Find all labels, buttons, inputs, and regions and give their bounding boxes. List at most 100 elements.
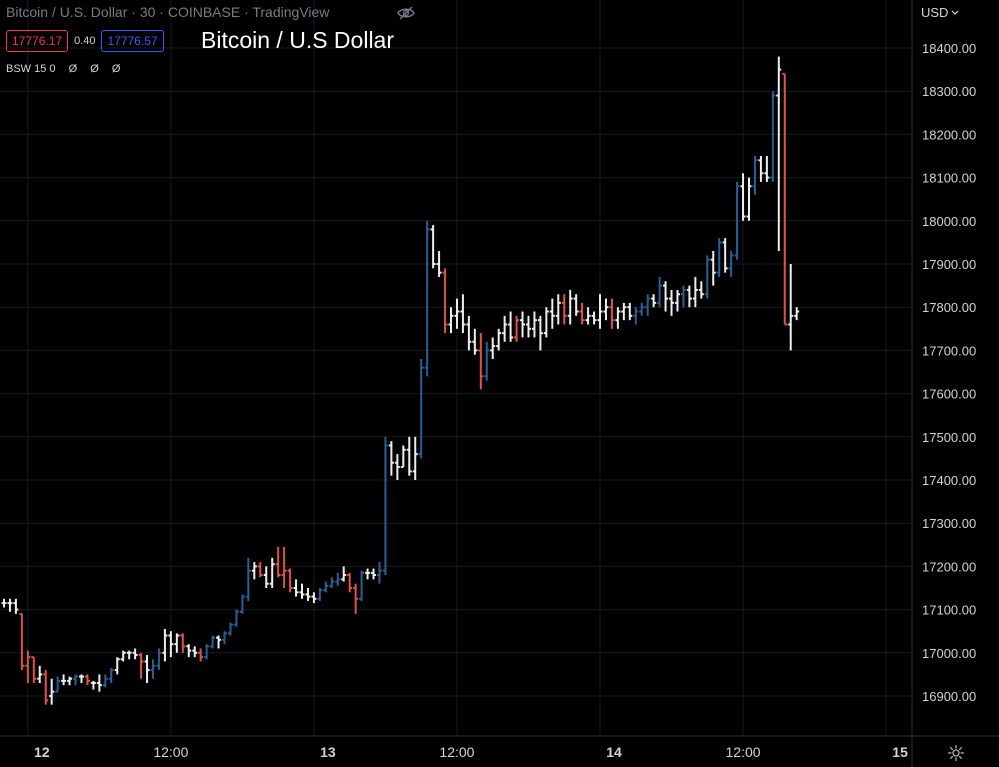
ohlc-bar <box>162 629 168 662</box>
ohlc-bar <box>609 298 615 329</box>
ohlc-bar <box>287 568 293 593</box>
currency-label: USD <box>921 5 949 20</box>
ohlc-bar <box>794 307 800 321</box>
ohlc-bar <box>156 648 162 671</box>
ohlc-bar <box>114 657 120 675</box>
ohlc-bar <box>472 328 478 355</box>
ohlc-bar <box>490 337 496 360</box>
time-axis[interactable]: 12 12:00 13 12:00 14 12:00 15 <box>34 744 908 760</box>
indicator-value-3: Ø <box>111 63 121 75</box>
ohlc-bar <box>388 441 394 476</box>
ohlc-bar <box>508 311 514 342</box>
ohlc-bar <box>239 594 245 614</box>
bid-price-button[interactable]: 17776.17 <box>6 30 69 52</box>
ohlc-bar <box>484 341 490 381</box>
time-tick-label: 12:00 <box>439 744 474 760</box>
ohlc-bar <box>514 315 520 342</box>
ohlc-bar <box>222 631 228 645</box>
ohlc-bar <box>73 674 79 686</box>
ohlc-bar <box>597 294 603 329</box>
ohlc-bar <box>615 307 621 329</box>
time-tick-label: 14 <box>606 744 622 760</box>
ohlc-bar <box>758 156 764 182</box>
ohlc-bar <box>549 298 555 329</box>
time-tick-label: 12:00 <box>726 744 761 760</box>
ohlc-bar <box>376 562 382 584</box>
indicator-value-1: Ø <box>68 63 78 75</box>
price-tick-label: 17000.00 <box>922 646 976 661</box>
ohlc-bar <box>561 294 567 325</box>
ohlc-bar <box>84 674 90 686</box>
ohlc-bar <box>323 581 329 593</box>
ohlc-bar <box>579 302 585 325</box>
ohlc-bar <box>168 631 174 658</box>
ohlc-bar <box>591 311 597 325</box>
ohlc-bar <box>406 436 412 476</box>
ohlc-bar <box>359 570 365 601</box>
eye-off-icon[interactable] <box>397 5 415 26</box>
ohlc-bar <box>645 294 651 316</box>
ohlc-bar <box>728 251 734 277</box>
gear-icon[interactable] <box>947 744 965 767</box>
ohlc-bar <box>746 177 752 221</box>
ohlc-bar <box>627 302 633 321</box>
price-tick-label: 17400.00 <box>922 473 976 488</box>
ohlc-bar <box>19 612 25 671</box>
ohlc-bar <box>382 436 388 576</box>
ask-price-button[interactable]: 17776.57 <box>101 30 164 52</box>
ohlc-bar <box>657 276 663 308</box>
ohlc-bar <box>210 635 216 649</box>
price-tick-label: 17600.00 <box>922 387 976 402</box>
ohlc-bar <box>770 91 776 182</box>
ohlc-bar <box>752 156 758 195</box>
ohlc-bar <box>216 635 222 649</box>
ohlc-bar <box>31 656 37 684</box>
ohlc-bar <box>347 572 353 593</box>
ohlc-bar <box>698 281 704 299</box>
ohlc-bar <box>603 298 609 321</box>
ohlc-bar <box>13 598 19 614</box>
ohlc-bar <box>186 644 192 658</box>
ohlc-bar <box>275 546 281 578</box>
symbol-description: Bitcoin / U.S. Dollar · 30 · COINBASE · … <box>6 4 330 20</box>
ohlc-bar <box>555 294 561 325</box>
ohlc-bar <box>710 251 716 286</box>
indicator-name: BSW 15 0 <box>6 63 56 75</box>
ohlc-bar <box>674 289 680 312</box>
ohlc-bar <box>49 678 55 705</box>
ohlc-bar <box>692 276 698 308</box>
price-tick-label: 16900.00 <box>922 689 976 704</box>
ohlc-bar <box>263 566 269 588</box>
ohlc-bar <box>180 633 186 653</box>
time-tick-label: 15 <box>892 744 908 760</box>
ohlc-bar <box>281 546 287 588</box>
ohlc-bar <box>150 659 156 679</box>
ohlc-bar <box>621 302 627 321</box>
price-axis[interactable]: 16900.00 17000.00 17100.00 17200.00 17300.00… <box>922 41 976 704</box>
ohlc-bar <box>245 557 251 601</box>
time-tick-label: 13 <box>320 744 336 760</box>
ohlc-bar <box>788 264 794 351</box>
indicator-legend[interactable]: BSW 15 0 Ø Ø Ø <box>6 63 130 75</box>
ohlc-bar <box>782 72 788 326</box>
ohlc-bar <box>525 315 531 338</box>
ohlc-bar <box>716 238 722 277</box>
price-tick-label: 17200.00 <box>922 559 976 574</box>
ohlc-bar <box>198 648 204 662</box>
grid-lines <box>0 0 911 735</box>
indicator-value-2: Ø <box>90 63 99 75</box>
ohlc-bar <box>573 294 579 316</box>
ohlc-bar <box>722 238 728 273</box>
ohlc-bar <box>1 598 7 608</box>
time-tick-label: 12 <box>34 744 50 760</box>
spread-value: 0.40 <box>74 35 96 47</box>
price-tick-label: 18000.00 <box>922 214 976 229</box>
ohlc-bar <box>567 289 573 325</box>
ohlc-bar <box>686 285 692 308</box>
ohlc-bar <box>740 173 746 221</box>
currency-selector[interactable]: USD <box>921 5 959 20</box>
chart-title: Bitcoin / U.S Dollar <box>201 27 395 53</box>
ohlc-bar <box>67 676 73 686</box>
ohlc-bar <box>418 359 424 459</box>
